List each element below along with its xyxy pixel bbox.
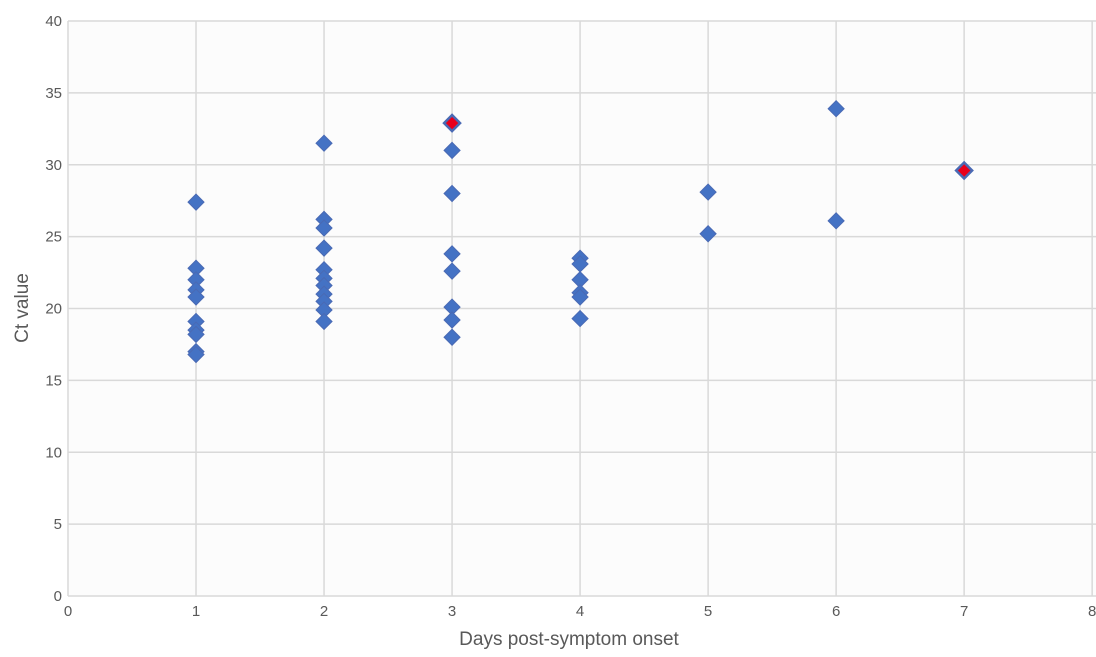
x-axis-title: Days post-symptom onset <box>459 629 679 650</box>
data-point <box>699 183 717 201</box>
data-point <box>187 345 205 364</box>
y-tick-label: 40 <box>45 13 62 30</box>
data-point <box>187 193 205 211</box>
highlighted-data-point <box>442 113 462 133</box>
data-point <box>443 245 461 263</box>
x-tick-label: 3 <box>448 603 456 620</box>
y-tick-label: 30 <box>45 157 62 174</box>
data-point <box>315 134 333 152</box>
x-tick-label: 5 <box>704 603 712 620</box>
grid <box>67 20 1096 597</box>
y-tick-label: 10 <box>45 444 62 461</box>
y-tick-label: 20 <box>45 301 62 318</box>
x-tick-label: 4 <box>576 603 584 620</box>
data-point <box>187 325 205 344</box>
y-tick-label: 25 <box>45 229 62 246</box>
x-tick-label: 7 <box>960 603 968 620</box>
data-point <box>443 328 461 346</box>
data-point <box>571 288 589 306</box>
data-point <box>315 312 333 331</box>
data-point <box>827 212 845 230</box>
y-tick-label: 35 <box>45 85 62 102</box>
x-tick-label: 8 <box>1088 603 1096 620</box>
y-tick-label: 0 <box>54 588 62 605</box>
x-tick-label: 2 <box>320 603 328 620</box>
data-point <box>315 239 333 257</box>
data-point <box>443 184 461 203</box>
x-tick-label: 0 <box>64 603 72 620</box>
data-point <box>443 311 461 329</box>
data-point <box>315 219 333 237</box>
data-point <box>827 99 845 118</box>
y-tick-label: 15 <box>45 372 62 389</box>
data-point <box>571 309 589 328</box>
highlighted-data-point <box>954 160 974 181</box>
data-points <box>187 99 974 364</box>
y-tick-label: 5 <box>54 516 62 533</box>
data-point <box>187 288 205 306</box>
x-tick-label: 1 <box>192 603 200 620</box>
x-tick-label: 6 <box>832 603 840 620</box>
data-point <box>699 225 717 243</box>
tick-labels: 0 5 10 15 20 25 30 35 40 0 1 2 3 4 5 6 7 8 <box>45 13 1096 620</box>
data-point <box>443 141 461 160</box>
y-axis-title: Ct value <box>12 273 33 343</box>
data-point <box>443 262 461 280</box>
